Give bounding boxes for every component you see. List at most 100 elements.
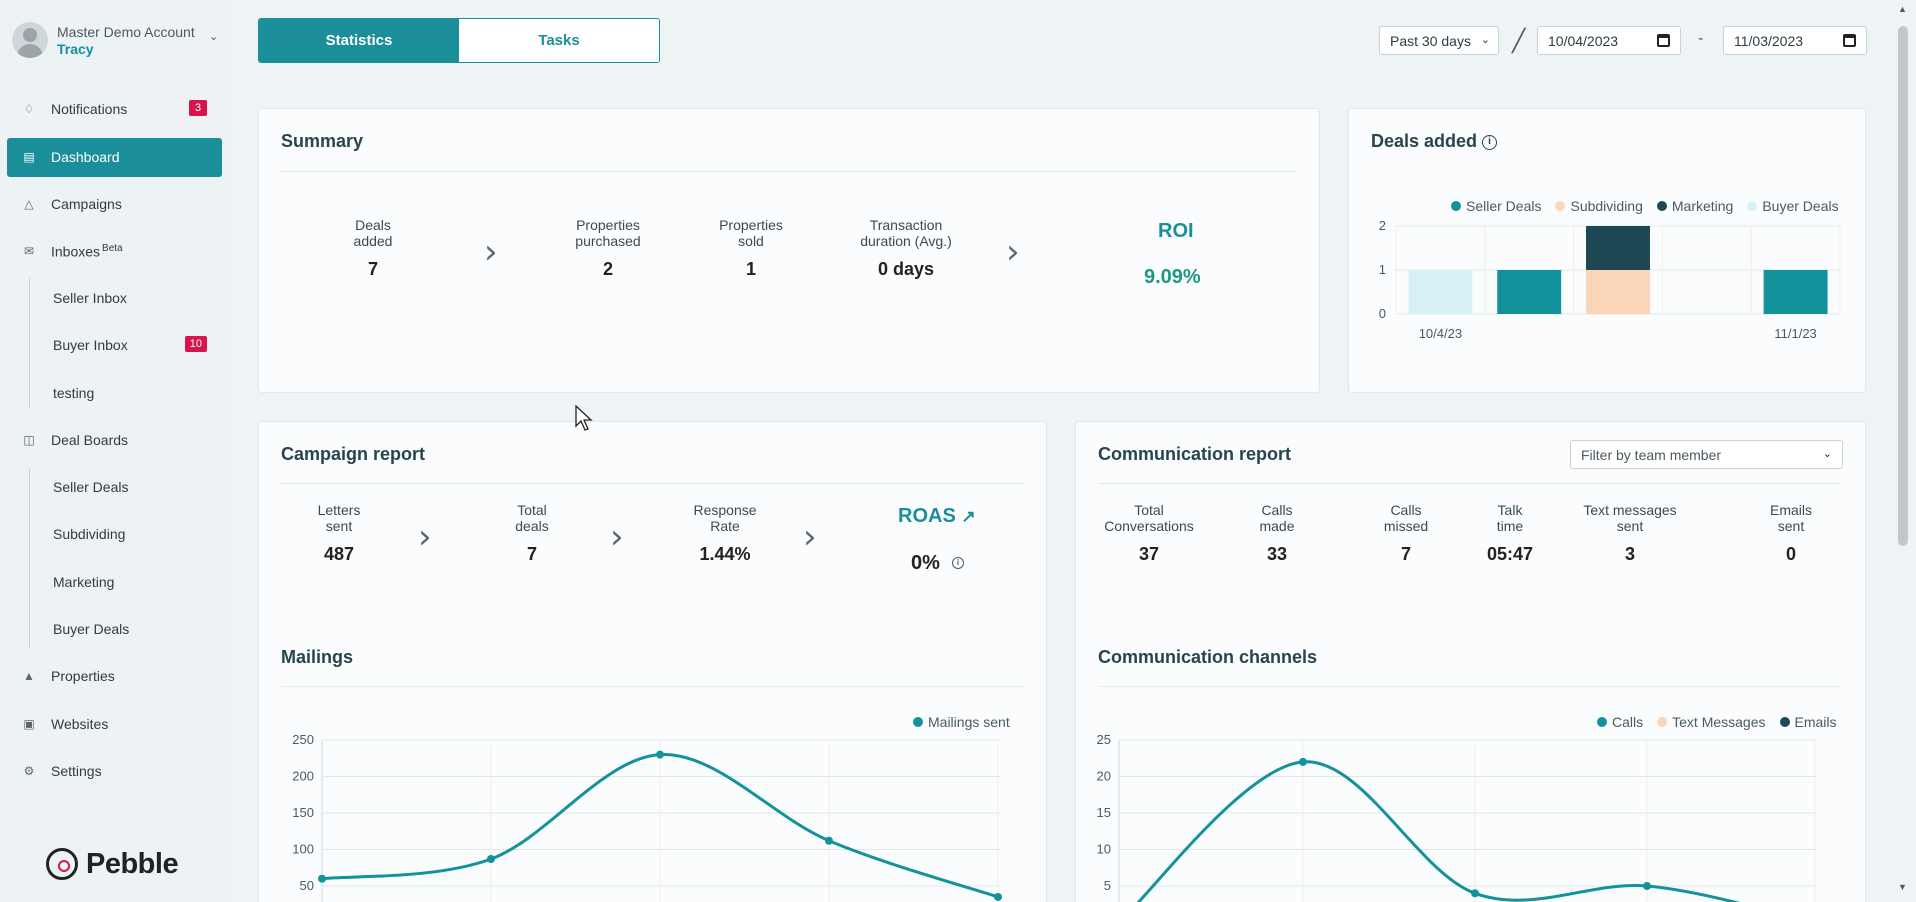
chevron-right-icon: ›: [803, 517, 817, 557]
sidebar-item-properties[interactable]: ▲ Properties: [7, 657, 222, 696]
legend-label: Emails: [1794, 714, 1837, 730]
mountain-icon: ▲: [23, 669, 35, 683]
sidebar-item-testing[interactable]: testing: [7, 374, 222, 413]
y-tick-label: 15: [1097, 805, 1111, 820]
sidebar-item-label: Seller Deals: [53, 479, 129, 495]
data-point: [994, 892, 1002, 901]
data-point: [487, 854, 495, 863]
data-point: [1643, 882, 1651, 890]
avatar: [12, 22, 48, 58]
sidebar-item-seller-inbox[interactable]: Seller Inbox: [7, 279, 222, 318]
deals-added-title: Deals added i: [1371, 131, 1498, 152]
sidebar-item-buyer-inbox[interactable]: Buyer Inbox 10: [7, 326, 222, 365]
bar: [1408, 270, 1473, 314]
legend-item[interactable]: Emails: [1779, 714, 1837, 730]
deals-added-chart: 0 1 2 10/4/23 11/1/23: [1379, 218, 1841, 341]
calendar-icon[interactable]: [1657, 34, 1670, 47]
legend-item[interactable]: Marketing: [1656, 198, 1733, 214]
bar: [1586, 226, 1650, 270]
gear-icon: ⚙: [23, 764, 35, 778]
metric-label: Deals added: [353, 217, 393, 249]
beta-tag: Beta: [102, 243, 123, 254]
summary-card: [258, 108, 1320, 393]
start-date-input[interactable]: 10/04/2023: [1537, 26, 1681, 55]
y-tick-label: 10: [1097, 842, 1111, 857]
tab-tasks[interactable]: Tasks: [459, 19, 659, 62]
sidebar-item-subdividing[interactable]: Subdividing: [7, 515, 222, 554]
sidebar-item-label: Seller Inbox: [53, 290, 127, 306]
chevron-down-icon: ⌄: [1480, 34, 1490, 46]
legend-item[interactable]: Text Messages: [1657, 714, 1766, 730]
deal-boards-subnav-line: [29, 468, 30, 648]
pebble-logo[interactable]: Pebble: [46, 846, 179, 882]
calendar-icon[interactable]: [1843, 34, 1856, 47]
roas-label: ROAS: [898, 505, 956, 527]
metric-label: Properties sold: [719, 217, 783, 249]
sidebar-item-notifications[interactable]: ♢ Notifications 3: [7, 90, 222, 129]
summary-divider: [281, 171, 1297, 172]
bar: [1497, 270, 1562, 314]
legend-label: Subdividing: [1570, 198, 1643, 214]
view-tabs: Statistics Tasks: [258, 18, 660, 63]
bar: [1586, 270, 1650, 314]
chart-icon: ▤: [23, 150, 35, 164]
communication-divider: [1098, 483, 1841, 484]
campaign-divider: [281, 483, 1024, 484]
filter-placeholder: Filter by team member: [1581, 447, 1722, 463]
legend-swatch: [1451, 201, 1461, 211]
sidebar-item-deal-boards[interactable]: ◫ Deal Boards: [7, 421, 222, 460]
legend-swatch: [1657, 717, 1668, 727]
sidebar-item-settings[interactable]: ⚙ Settings: [7, 752, 222, 791]
metric-properties-purchased: Properties purchased 2: [558, 217, 658, 280]
account-switcher[interactable]: Master Demo Account Tracy ⌄: [12, 22, 222, 62]
metric-label: Letters sent: [317, 502, 361, 534]
deals-added-legend: Seller Deals Subdividing Marketing Buyer…: [1451, 198, 1839, 214]
sidebar-item-inboxes[interactable]: ✉ Inboxes Beta: [7, 232, 222, 271]
summary-title: Summary: [281, 131, 364, 151]
info-icon[interactable]: i: [952, 557, 964, 569]
legend-item[interactable]: Subdividing: [1555, 198, 1643, 214]
sidebar-item-buyer-deals[interactable]: Buyer Deals: [7, 610, 222, 649]
sidebar-item-label: Websites: [51, 716, 109, 732]
legend-item[interactable]: Mailings sent: [913, 714, 1010, 730]
sidebar-item-label: Deal Boards: [51, 432, 129, 448]
page-scrollbar[interactable]: ▲ ▼: [1895, 4, 1911, 898]
metric-value: 1: [745, 259, 756, 279]
legend-item[interactable]: Calls: [1597, 714, 1643, 730]
legend-label: Buyer Deals: [1762, 198, 1839, 214]
legend-item[interactable]: Buyer Deals: [1747, 198, 1839, 214]
data-point: [1471, 889, 1479, 898]
sidebar-item-seller-deals[interactable]: Seller Deals: [7, 468, 222, 507]
legend-label: Mailings sent: [928, 714, 1010, 730]
y-tick-label: 25: [1097, 732, 1111, 747]
sidebar-item-websites[interactable]: ▣ Websites: [7, 705, 222, 744]
legend-item[interactable]: Seller Deals: [1451, 198, 1541, 214]
mouse-cursor-icon: [575, 405, 593, 431]
legend-swatch: [1597, 717, 1607, 727]
team-member-filter[interactable]: Filter by team member ⌄: [1570, 440, 1843, 469]
date-range-select[interactable]: Past 30 days ⌄: [1379, 26, 1499, 55]
sidebar-item-label: Buyer Inbox: [53, 337, 128, 353]
sidebar-item-marketing[interactable]: Marketing: [7, 563, 222, 602]
account-name: Master Demo Account: [57, 24, 195, 40]
sidebar-item-dashboard[interactable]: ▤ Dashboard: [7, 138, 222, 177]
sidebar-item-label: Settings: [51, 763, 102, 779]
sidebar-item-campaigns[interactable]: △ Campaigns: [7, 185, 222, 224]
channels-divider: [1098, 686, 1841, 687]
tab-statistics[interactable]: Statistics: [259, 19, 459, 62]
roas-link[interactable]: ROAS ↗: [898, 505, 976, 528]
mailings-legend: Mailings sent: [913, 714, 1010, 730]
browser-icon: ▣: [23, 717, 35, 731]
legend-label: Text Messages: [1672, 714, 1766, 730]
sidebar-item-label: Notifications: [51, 101, 128, 117]
external-link-icon: ↗: [961, 507, 976, 526]
info-icon[interactable]: i: [1482, 134, 1498, 150]
scroll-up-icon[interactable]: ▲: [1898, 4, 1907, 14]
metric-total-conversations: Total Conversations 37: [1089, 502, 1209, 565]
metric-label: Total Conversations: [1104, 502, 1194, 534]
scroll-down-icon[interactable]: ▼: [1898, 882, 1907, 892]
end-date-input[interactable]: 11/03/2023: [1723, 26, 1867, 55]
metric-transaction-duration: Transaction duration (Avg.) 0 days: [846, 217, 966, 280]
scrollbar-thumb[interactable]: [1898, 26, 1908, 546]
chevron-down-icon: ⌄: [209, 31, 219, 43]
